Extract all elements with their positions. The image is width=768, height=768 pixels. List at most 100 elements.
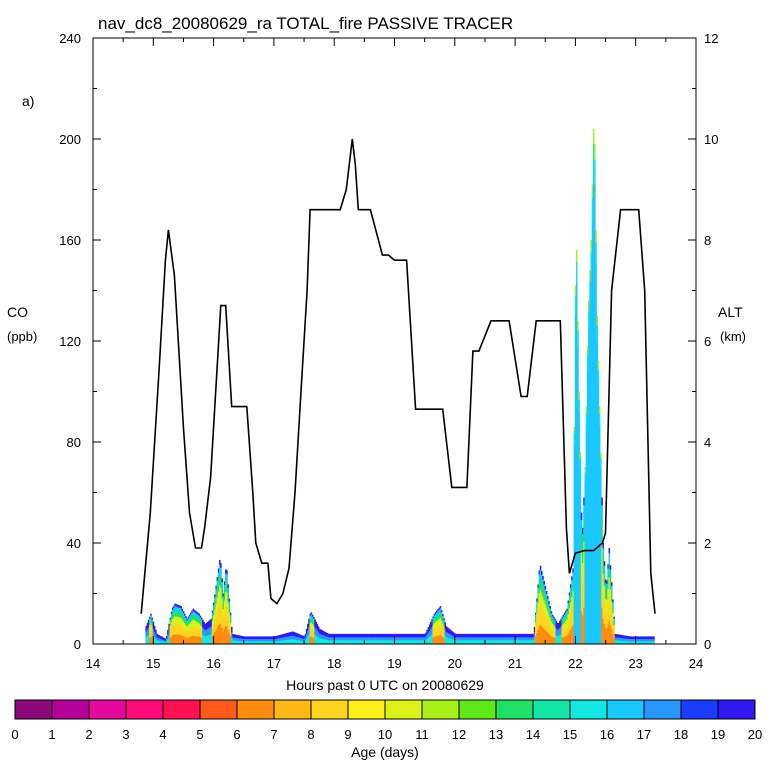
co-bar	[321, 630, 324, 635]
co-bar	[302, 638, 304, 642]
co-bar	[178, 634, 180, 645]
co-bar	[219, 601, 221, 624]
co-bar	[176, 604, 179, 607]
co-bar	[457, 639, 460, 645]
co-bar	[238, 637, 240, 641]
co-bar	[405, 639, 408, 645]
co-bar	[433, 622, 436, 630]
co-bar	[297, 633, 299, 638]
co-bar	[345, 633, 348, 638]
co-bar	[192, 626, 194, 636]
co-bar	[377, 639, 379, 645]
co-bar	[629, 638, 631, 642]
co-bar	[514, 633, 517, 638]
co-bar	[370, 633, 373, 638]
co-bar	[276, 638, 279, 642]
co-bar	[226, 570, 228, 575]
colorbar-tick-label: 4	[159, 727, 166, 742]
co-bar	[305, 633, 308, 639]
co-bar	[571, 596, 573, 611]
co-bar	[612, 606, 614, 614]
co-bar	[352, 636, 355, 641]
co-bar	[638, 636, 641, 640]
co-bar	[545, 630, 548, 645]
co-bar	[194, 612, 197, 617]
co-bar	[549, 606, 551, 609]
co-bar	[293, 635, 296, 640]
co-bar	[344, 636, 346, 641]
co-bar	[629, 640, 631, 645]
co-bar	[607, 576, 609, 589]
co-bar	[474, 639, 477, 645]
co-bar	[339, 636, 342, 641]
co-bar	[314, 619, 316, 628]
co-bar	[572, 606, 574, 626]
co-bar	[157, 634, 160, 638]
co-bar	[380, 633, 383, 638]
co-bar	[467, 639, 469, 645]
co-bar	[648, 636, 650, 640]
co-bar	[304, 636, 307, 641]
co-bar	[407, 639, 409, 645]
co-bar	[222, 596, 225, 602]
co-bar	[515, 633, 518, 638]
co-bar	[302, 640, 304, 645]
co-bar	[554, 618, 556, 621]
co-bar	[604, 582, 607, 590]
co-bar	[443, 637, 445, 645]
co-bar	[208, 627, 210, 636]
co-bar	[437, 614, 439, 621]
co-bar	[181, 613, 184, 620]
co-bar	[184, 628, 186, 637]
co-bar	[480, 636, 483, 641]
co-bar	[449, 633, 451, 639]
co-bar	[518, 633, 520, 638]
co-bar	[226, 573, 228, 582]
co-bar	[438, 634, 441, 645]
co-bar	[567, 633, 570, 645]
co-bar	[533, 631, 536, 638]
co-bar	[610, 600, 613, 614]
co-bar	[612, 621, 614, 634]
co-bar	[437, 619, 439, 627]
co-bar	[208, 620, 210, 629]
co-bar	[630, 640, 632, 645]
co-bar	[503, 636, 506, 641]
co-bar	[191, 615, 193, 622]
co-bar	[194, 627, 197, 637]
co-bar	[334, 639, 337, 645]
co-bar	[163, 641, 166, 645]
co-bar	[426, 638, 428, 645]
co-bar	[620, 640, 623, 645]
co-bar	[235, 640, 238, 645]
co-bar	[348, 633, 350, 638]
co-bar	[486, 636, 489, 641]
co-bar	[214, 596, 216, 603]
colorbar-swatch	[125, 699, 164, 720]
co-bar	[539, 569, 542, 578]
co-bar	[215, 629, 217, 645]
co-bar	[368, 639, 371, 645]
co-bar	[554, 631, 556, 639]
co-bar	[153, 636, 156, 645]
co-bar	[393, 633, 396, 638]
co-bar	[549, 617, 551, 626]
co-bar	[198, 618, 201, 624]
co-bar	[357, 633, 360, 638]
co-bar	[403, 636, 406, 641]
co-bar	[272, 640, 274, 645]
co-bar	[226, 607, 228, 626]
co-bar	[422, 633, 425, 638]
co-bar	[358, 639, 361, 645]
co-bar	[626, 640, 629, 645]
colorbar-swatch	[347, 699, 386, 720]
co-bar	[147, 634, 150, 645]
co-bar	[264, 638, 267, 642]
co-bar	[451, 635, 454, 640]
co-bar	[227, 593, 229, 603]
co-bar	[254, 636, 256, 640]
co-bar	[336, 633, 338, 638]
co-bar	[539, 589, 542, 606]
colorbar-swatch	[421, 699, 460, 720]
co-bar	[213, 602, 215, 606]
